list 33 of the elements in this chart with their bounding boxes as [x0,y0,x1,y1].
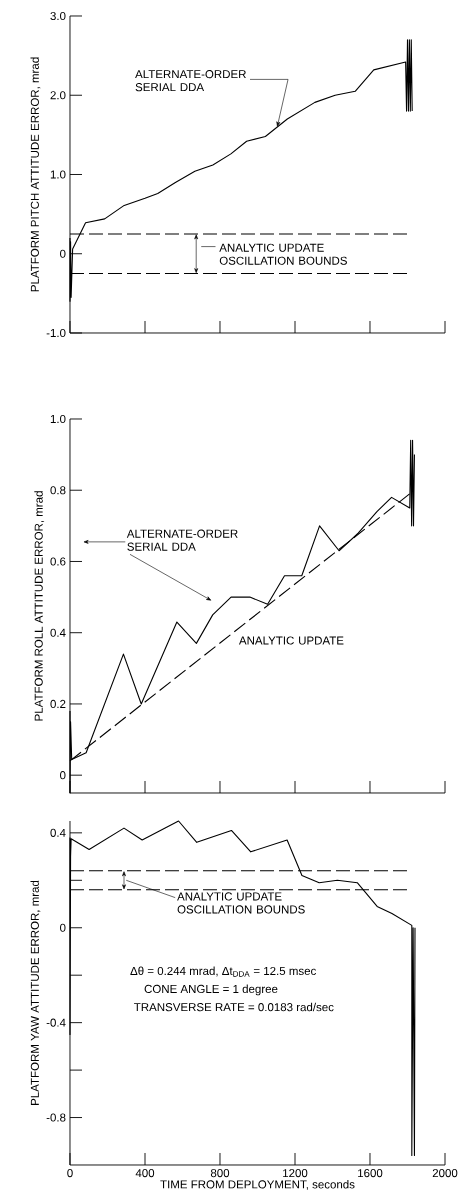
annotation: ANALYTIC UPDATE OSCILLATION BOUNDS [177,892,305,914]
x-tick-label: 800 [210,1169,230,1178]
y-tick-label: 0.4 [50,628,66,637]
y-tick-label: 1.0 [50,414,66,424]
y-axis-title: PLATFORM YAW ATTITUDE ERROR, mrad [30,880,41,1105]
y-axis-title: PLATFORM ROLL ATTITUDE ERROR, mrad [34,491,45,721]
annotation: Δθ = 0.244 mrad, Δt$_{DDA}$ = 12.5 msec [130,966,317,977]
y-tick-label: 3.0 [50,11,66,21]
y-tick-label: 0.6 [50,557,66,566]
series-label: ANALYTIC UPDATE [238,636,344,645]
x-tick-label: 1200 [283,1169,308,1178]
y-tick-label: 0 [60,923,66,932]
y-tick-label: 0.8 [50,486,66,495]
y-tick-label: -0.4 [46,1018,66,1027]
y-tick-label: 0.4 [50,828,66,837]
y-tick-label: 0.2 [50,699,66,709]
y-tick-label: 2.0 [50,91,66,100]
x-axis-title: TIME FROM DEPLOYMENT, seconds [160,1180,355,1190]
y-tick-label: 0 [60,249,66,258]
x-tick-label: 0 [67,1169,73,1178]
text: ALTERNATE-ORDER SERIAL DDA [135,70,246,92]
annotation: TRANSVERSE RATE = 0.0183 rad/sec [134,1002,334,1012]
annotation: ANALYTIC UPDATE OSCILLATION BOUNDS [219,243,347,265]
y-tick-label: -0.8 [46,1113,66,1122]
y-axis-title: PLATFORM PITCH ATTITUDE ERROR, mrad [30,57,41,292]
y-tick-label: 0 [60,771,66,780]
legend-label: ALTERNATE-ORDER SERIAL DDA [126,529,238,551]
y-tick-label: -1.0 [46,328,66,338]
x-tick-label: 1600 [358,1169,383,1178]
y-tick-label: 1.0 [50,170,66,179]
x-tick-label: 400 [135,1169,155,1178]
x-tick-label: 2000 [432,1169,458,1178]
annotation: CONE ANGLE = 1 degree [144,984,278,996]
